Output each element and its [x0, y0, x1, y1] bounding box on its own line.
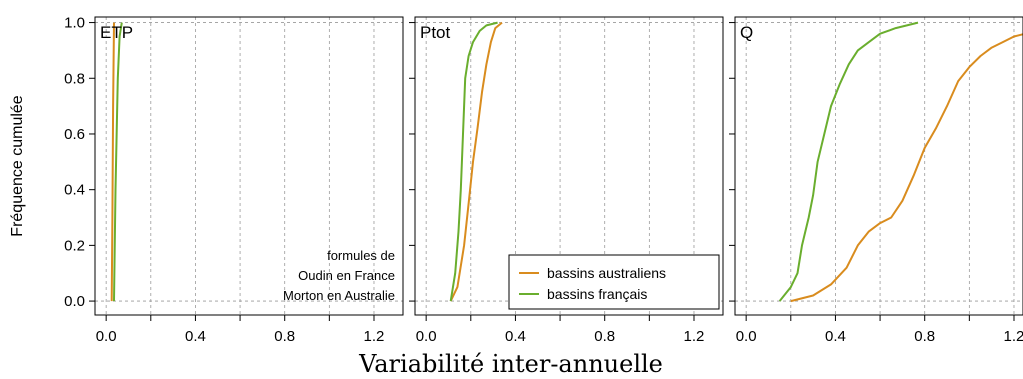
x-tick-label: 0.0 [96, 328, 117, 345]
panel-q: Q 0.0 0.4 0.8 1.2 [729, 16, 1023, 345]
series-group [449, 21, 503, 302]
x-tick-label: 0.4 [185, 328, 206, 345]
y-tick-label: 0.0 [64, 293, 85, 310]
series-line-bassins-fran-ais [778, 21, 919, 302]
annotation-line: formules de [327, 248, 395, 263]
x-tick-label: 0.0 [416, 328, 437, 345]
panel-title: Q [740, 23, 753, 42]
annotation-line: Oudin en France [298, 268, 395, 283]
y-axis-title: Fréquence cumulée [9, 95, 26, 237]
series-line-bassins-australiens [790, 33, 1023, 303]
series-line-bassins-australiens [110, 22, 115, 302]
x-tick-label: 0.4 [825, 328, 846, 345]
annotation-line: Morton en Australie [283, 288, 395, 303]
y-tick-label: 1.0 [64, 15, 85, 32]
x-axis-title: Variabilité inter-annuelle [358, 350, 663, 378]
series-line-bassins-fran-ais [113, 22, 123, 302]
panel-etp: ETP 0.0 0.4 0.8 1.2 0.0 0.2 0.4 0.6 0.8 1.0 formule… [64, 15, 404, 345]
panel-title: ETP [100, 23, 133, 42]
y-tick-label: 0.8 [64, 70, 85, 87]
x-tick-label: 0.0 [736, 328, 757, 345]
y-tick-label: 0.2 [64, 237, 85, 254]
x-tick-label: 0.8 [914, 328, 935, 345]
x-tick-label: 1.2 [1004, 328, 1023, 345]
legend-box [508, 254, 720, 310]
x-tick-label: 0.4 [505, 328, 526, 345]
panel-title: Ptot [420, 23, 451, 42]
legend-label: bassins français [547, 286, 647, 302]
x-tick-label: 0.8 [594, 328, 615, 345]
panel-frame [734, 16, 1023, 316]
series-line-bassins-australiens [449, 21, 503, 302]
panel-frame [414, 16, 724, 316]
series-line-bassins-fran-ais [449, 21, 498, 302]
y-axis-title-group: Fréquence cumulée [9, 95, 26, 237]
y-tick-label: 0.4 [64, 182, 85, 199]
grid-lines [735, 17, 1023, 315]
x-tick-label: 1.2 [684, 328, 705, 345]
chart-panels: ETP 0.0 0.4 0.8 1.2 0.0 0.2 0.4 0.6 0.8 1.0 formule… [64, 15, 1023, 345]
legend-label: bassins australiens [547, 265, 666, 281]
y-tick-label: 0.6 [64, 126, 85, 143]
grid-lines [95, 17, 403, 315]
x-tick-label: 0.8 [274, 328, 295, 345]
panel-frame [94, 16, 404, 316]
legend: bassins australiens bassins français [508, 254, 720, 310]
x-tick-label: 1.2 [364, 328, 385, 345]
series-group [778, 21, 1023, 303]
series-group [110, 22, 123, 302]
